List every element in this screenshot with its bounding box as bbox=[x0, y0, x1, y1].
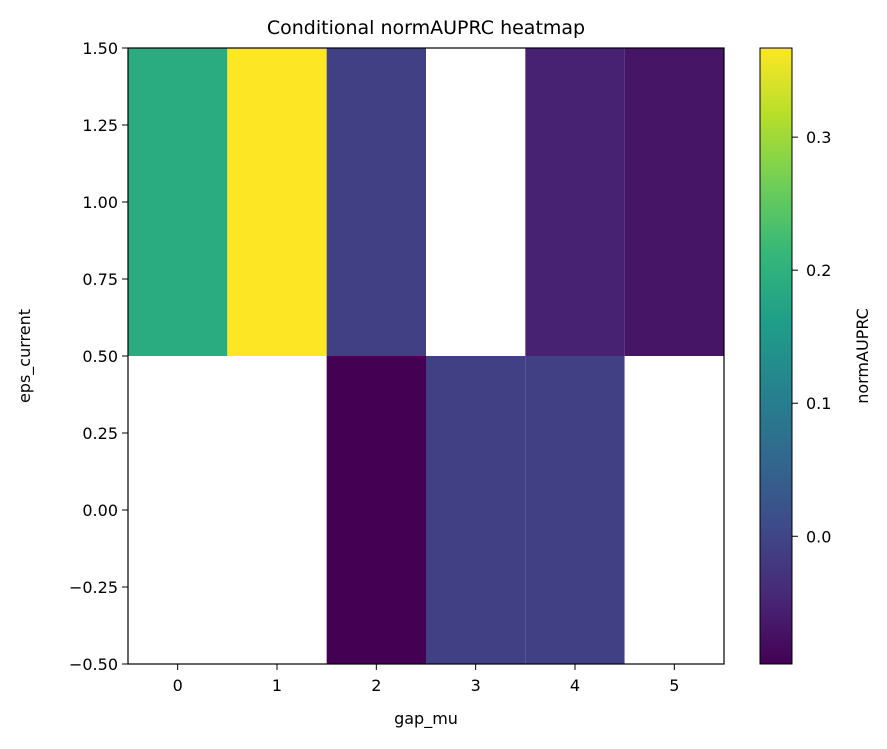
colorbar-tick-label: 0.3 bbox=[806, 128, 831, 147]
colorbar-tick-label: 0.1 bbox=[806, 394, 831, 413]
heatmap-cell bbox=[525, 48, 625, 356]
y-tick-label: 1.00 bbox=[82, 193, 118, 212]
colorbar-ticks: 0.0 0.1 0.2 0.3 bbox=[792, 128, 831, 546]
x-axis-label: gap_mu bbox=[394, 709, 458, 729]
y-tick-label: 1.25 bbox=[82, 116, 118, 135]
y-tick-label: −0.25 bbox=[69, 578, 118, 597]
heatmap-cell bbox=[227, 48, 327, 356]
heatmap-cell bbox=[624, 48, 724, 356]
y-tick-label: 0.00 bbox=[82, 501, 118, 520]
x-tick-label: 0 bbox=[173, 676, 183, 695]
y-axis-label: eps_current bbox=[15, 309, 35, 403]
heatmap-cell bbox=[525, 356, 625, 664]
x-axis-ticks: 0 1 2 3 4 5 bbox=[173, 664, 679, 695]
colorbar-tick-label: 0.0 bbox=[806, 527, 831, 546]
heatmap-cell bbox=[624, 356, 724, 664]
y-tick-label: 0.75 bbox=[82, 270, 118, 289]
y-axis-ticks: 1.50 1.25 1.00 0.75 0.50 0.25 0.00 −0.25 −0.50 bbox=[69, 39, 128, 674]
heatmap-cell bbox=[426, 48, 526, 356]
y-tick-label: 0.50 bbox=[82, 347, 118, 366]
x-tick-label: 5 bbox=[669, 676, 679, 695]
heatmap-cell bbox=[128, 48, 228, 356]
colorbar bbox=[759, 47, 793, 665]
heatmap-cell bbox=[128, 356, 228, 664]
colorbar-label: normAUPRC bbox=[853, 308, 872, 404]
x-tick-label: 2 bbox=[371, 676, 381, 695]
colorbar-tick-label: 0.2 bbox=[806, 261, 831, 280]
x-tick-label: 1 bbox=[272, 676, 282, 695]
heatmap-cell bbox=[326, 356, 426, 664]
y-tick-label: 1.50 bbox=[82, 39, 118, 58]
chart-title: Conditional normAUPRC heatmap bbox=[267, 17, 585, 39]
heatmap-cells bbox=[128, 48, 724, 664]
x-tick-label: 3 bbox=[471, 676, 481, 695]
heatmap-cell bbox=[426, 356, 526, 664]
x-tick-label: 4 bbox=[570, 676, 580, 695]
y-tick-label: 0.25 bbox=[82, 424, 118, 443]
heatmap-cell bbox=[227, 356, 327, 664]
heatmap-cell bbox=[326, 48, 426, 356]
y-tick-label: −0.50 bbox=[69, 655, 118, 674]
